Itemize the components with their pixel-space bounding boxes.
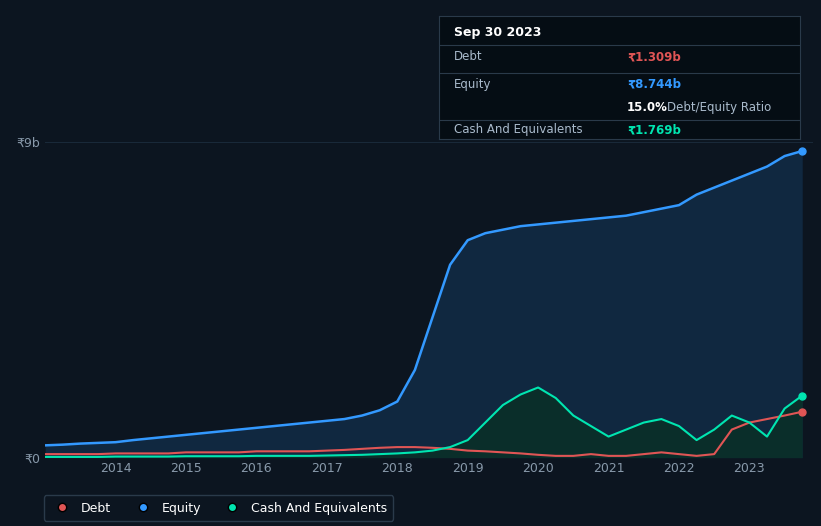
Text: ₹1.769b: ₹1.769b (627, 123, 681, 136)
Text: Sep 30 2023: Sep 30 2023 (454, 26, 541, 39)
Legend: Debt, Equity, Cash And Equivalents: Debt, Equity, Cash And Equivalents (44, 495, 393, 521)
Text: 15.0%: 15.0% (627, 101, 668, 114)
Text: Debt/Equity Ratio: Debt/Equity Ratio (667, 101, 771, 114)
Text: ₹8.744b: ₹8.744b (627, 78, 681, 90)
Text: Cash And Equivalents: Cash And Equivalents (454, 123, 582, 136)
Text: Debt: Debt (454, 50, 482, 64)
Text: ₹1.309b: ₹1.309b (627, 50, 681, 64)
Text: Equity: Equity (454, 78, 491, 90)
